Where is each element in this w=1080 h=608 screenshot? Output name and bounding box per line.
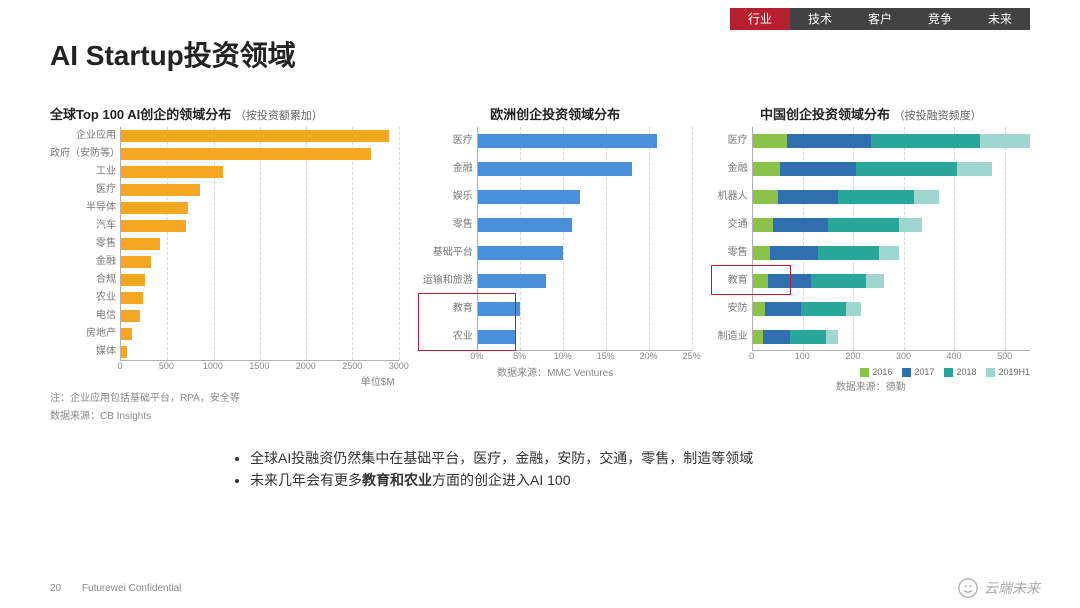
bar — [478, 274, 546, 288]
chart2-title: 欧洲创企投资领域分布 — [419, 104, 692, 123]
category-label: 制造业 — [712, 323, 752, 351]
bar — [753, 302, 861, 316]
category-label: 政府（安防等） — [50, 145, 120, 163]
nav-tab-0[interactable]: 行业 — [730, 8, 790, 30]
category-label: 教育 — [419, 295, 477, 323]
bar — [478, 330, 517, 344]
bar — [478, 162, 632, 176]
slide-title: AI Startup投资领域 — [50, 34, 1030, 74]
bar — [753, 134, 1030, 148]
bar — [121, 292, 143, 304]
bar — [121, 130, 389, 142]
confidential-label: Futurewei Confidential — [82, 583, 182, 594]
category-label: 电信 — [50, 307, 120, 325]
bar — [753, 246, 899, 260]
category-label: 医疗 — [712, 127, 752, 155]
chart3-title: 中国创企投资领域分布 （按投融资频度） — [712, 104, 1030, 123]
category-label: 教育 — [712, 267, 752, 295]
bar — [753, 274, 884, 288]
category-label: 机器人 — [712, 183, 752, 211]
category-label: 安防 — [712, 295, 752, 323]
chart1-plot: 企业应用政府（安防等）工业医疗半导体汽车零售金融合规农业电信房地产媒体05001… — [50, 127, 399, 388]
bar — [121, 184, 200, 196]
bar — [478, 218, 572, 232]
category-label: 零售 — [50, 235, 120, 253]
nav-tab-2[interactable]: 客户 — [850, 8, 910, 30]
chart1-note2: 数据来源：CB Insights — [50, 410, 399, 424]
bar — [753, 330, 839, 344]
summary-bullets: 全球AI投融资仍然集中在基础平台，医疗，金融，安防，交通，零售，制造等领域未来几… — [250, 448, 1030, 490]
category-label: 医疗 — [419, 127, 477, 155]
bar — [753, 218, 922, 232]
bar — [478, 246, 564, 260]
category-label: 半导体 — [50, 199, 120, 217]
legend: 2016201720182019H1 — [712, 367, 1030, 377]
bar — [121, 220, 186, 232]
chart3-plot: 医疗金融机器人交通零售教育安防制造业0100200300400500201620… — [712, 127, 1030, 377]
category-label: 农业 — [50, 289, 120, 307]
bullet-item: 未来几年会有更多教育和农业方面的创企进入AI 100 — [250, 470, 1030, 490]
nav-tabs: 行业技术客户竞争未来 — [730, 8, 1030, 30]
charts-row: 全球Top 100 AI创企的领域分布 （按投资额累加） 企业应用政府（安防等）… — [50, 104, 1030, 424]
category-label: 农业 — [419, 323, 477, 351]
slide: 行业技术客户竞争未来 AI Startup投资领域 全球Top 100 AI创企… — [0, 0, 1080, 608]
nav-tab-4[interactable]: 未来 — [970, 8, 1030, 30]
watermark: 云端未来 — [958, 578, 1040, 598]
chart1-title: 全球Top 100 AI创企的领域分布 （按投资额累加） — [50, 104, 399, 123]
bar — [121, 346, 127, 358]
bar — [478, 190, 581, 204]
category-label: 金融 — [419, 155, 477, 183]
bullet-item: 全球AI投融资仍然集中在基础平台，医疗，金融，安防，交通，零售，制造等领域 — [250, 448, 1030, 468]
bar — [121, 328, 132, 340]
bar — [753, 162, 993, 176]
category-label: 房地产 — [50, 325, 120, 343]
bar — [478, 302, 521, 316]
chart-global-top100: 全球Top 100 AI创企的领域分布 （按投资额累加） 企业应用政府（安防等）… — [50, 104, 399, 424]
chart-europe: 欧洲创企投资领域分布 医疗金融娱乐零售基础平台运输和旅游教育农业0%5%10%1… — [419, 104, 692, 424]
chart1-note1: 注：企业应用包括基础平台，RPA，安全等 — [50, 392, 399, 406]
category-label: 医疗 — [50, 181, 120, 199]
category-label: 汽车 — [50, 217, 120, 235]
wechat-icon — [958, 578, 978, 598]
chart-china: 中国创企投资领域分布 （按投融资频度） 医疗金融机器人交通零售教育安防制造业01… — [712, 104, 1030, 424]
bar — [121, 166, 223, 178]
category-label: 交通 — [712, 211, 752, 239]
category-label: 零售 — [419, 211, 477, 239]
category-label: 娱乐 — [419, 183, 477, 211]
nav-tab-3[interactable]: 竞争 — [910, 8, 970, 30]
bar — [478, 134, 658, 148]
bar — [121, 202, 188, 214]
category-label: 企业应用 — [50, 127, 120, 145]
chart3-note: 数据来源：德勤 — [712, 381, 1030, 395]
category-label: 运输和旅游 — [419, 267, 477, 295]
category-label: 工业 — [50, 163, 120, 181]
bar — [121, 256, 151, 268]
category-label: 媒体 — [50, 343, 120, 361]
category-label: 合规 — [50, 271, 120, 289]
category-label: 金融 — [50, 253, 120, 271]
page-number: 20 — [50, 583, 61, 594]
footer: 20 Futurewei Confidential — [50, 583, 181, 594]
bar — [121, 148, 371, 160]
category-label: 基础平台 — [419, 239, 477, 267]
nav-tab-1[interactable]: 技术 — [790, 8, 850, 30]
category-label: 金融 — [712, 155, 752, 183]
category-label: 零售 — [712, 239, 752, 267]
bar — [121, 274, 145, 286]
chart2-plot: 医疗金融娱乐零售基础平台运输和旅游教育农业0%5%10%15%20%25% — [419, 127, 692, 363]
bar — [121, 238, 160, 250]
bar — [121, 310, 140, 322]
chart2-note: 数据来源：MMC Ventures — [419, 367, 692, 381]
bar — [753, 190, 940, 204]
